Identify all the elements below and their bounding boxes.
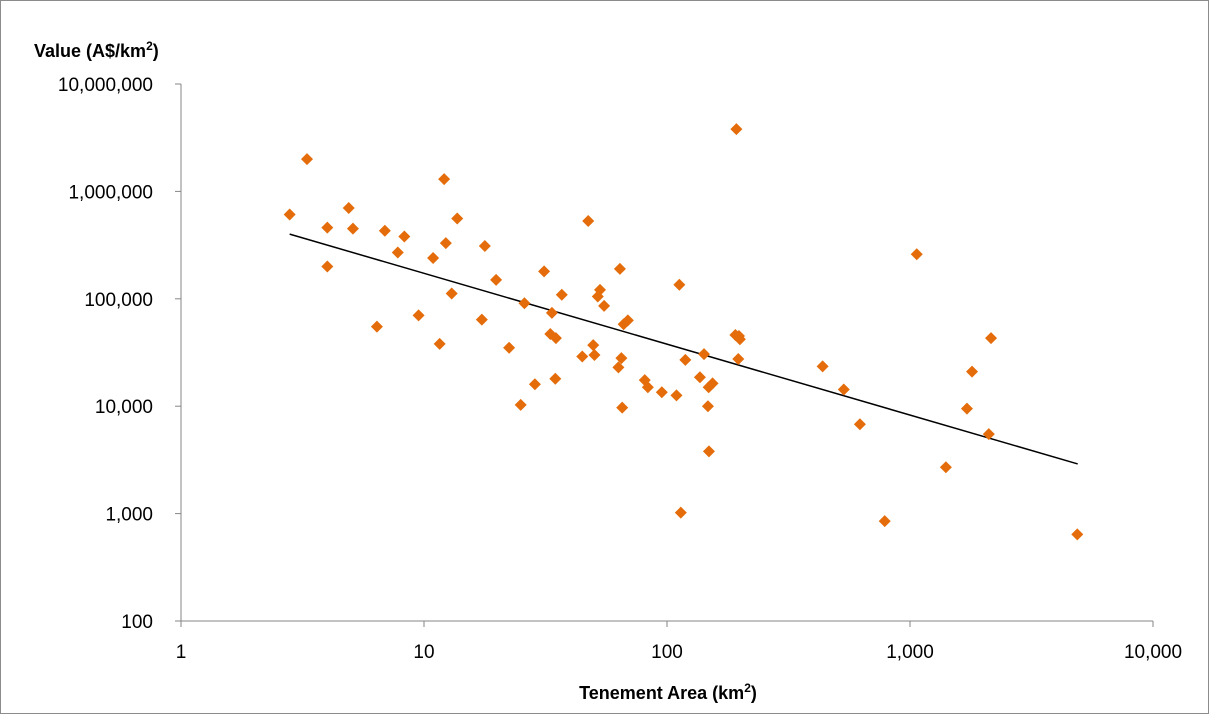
data-point: [732, 353, 745, 366]
data-point: [378, 224, 391, 237]
data-point: [538, 265, 551, 278]
x-tick-label: 1,000: [886, 642, 934, 663]
data-point: [816, 360, 829, 373]
data-point: [673, 278, 686, 291]
data-point: [391, 246, 404, 259]
y-axis-title: Value (A$/km2): [34, 39, 159, 61]
data-point: [837, 383, 850, 396]
x-tick-label: 10,000: [1124, 642, 1182, 663]
y-tick-label: 10,000: [95, 397, 153, 418]
data-point: [283, 208, 296, 221]
data-point: [670, 389, 683, 402]
data-point: [615, 352, 628, 365]
trendline-group: [289, 233, 1078, 465]
data-point: [342, 202, 355, 215]
data-point: [439, 237, 452, 250]
x-tick-label: 10: [413, 642, 434, 663]
y-tick-label: 1,000: [105, 505, 153, 526]
data-point: [910, 248, 923, 261]
data-point: [679, 353, 692, 366]
data-point: [549, 372, 562, 385]
data-point: [300, 153, 313, 166]
data-point: [853, 418, 866, 431]
data-point: [1071, 528, 1084, 541]
data-point: [733, 333, 746, 346]
data-point: [693, 371, 706, 384]
data-point: [503, 341, 516, 354]
data-point: [706, 377, 719, 390]
data-point: [321, 221, 334, 234]
data-point: [412, 309, 425, 322]
data-point: [475, 313, 488, 326]
data-point: [698, 348, 711, 361]
y-ticks: 100 1,000 10,000 100,000 1,000,000 10,000,000: [58, 75, 181, 633]
x-ticks: 1 10 100 1,000 10,000: [176, 621, 1182, 663]
data-point: [966, 365, 979, 378]
data-point: [451, 212, 464, 225]
data-point: [518, 297, 531, 310]
data-point: [587, 339, 600, 352]
data-point: [593, 283, 606, 296]
data-point: [674, 506, 687, 519]
data-point: [549, 332, 562, 345]
data-point: [641, 381, 654, 394]
data-point: [514, 398, 527, 411]
data-point: [701, 400, 714, 413]
data-point: [878, 515, 891, 528]
y-tick-label: 100,000: [84, 290, 153, 311]
data-point: [438, 173, 451, 186]
data-point: [321, 260, 334, 273]
data-point: [655, 386, 668, 399]
data-point: [612, 361, 625, 374]
y-tick-label: 10,000,000: [58, 75, 153, 96]
trendline: [289, 233, 1078, 465]
data-point: [370, 320, 383, 333]
axes: [180, 84, 1153, 622]
x-tick-label: 1: [176, 642, 187, 663]
data-point: [702, 445, 715, 458]
data-point: [576, 350, 589, 363]
y-tick-label: 100: [121, 612, 153, 633]
data-point: [939, 461, 952, 474]
data-point: [555, 288, 568, 301]
data-point: [433, 337, 446, 350]
data-points: [283, 123, 1084, 541]
data-point: [545, 306, 558, 319]
data-point: [730, 123, 743, 136]
data-point: [960, 402, 973, 415]
data-point: [598, 299, 611, 312]
x-axis-title: Tenement Area (km2): [579, 681, 757, 703]
data-point: [616, 401, 629, 414]
data-point: [528, 378, 541, 391]
y-tick-label: 1,000,000: [68, 182, 153, 203]
data-point: [621, 314, 634, 327]
data-point: [613, 262, 626, 275]
data-point: [398, 230, 411, 243]
data-point: [490, 273, 503, 286]
data-point: [582, 215, 595, 228]
x-tick-label: 100: [651, 642, 683, 663]
data-point: [478, 240, 491, 253]
data-point: [427, 251, 440, 264]
data-point: [985, 332, 998, 345]
data-point: [588, 348, 601, 361]
data-point: [445, 287, 458, 300]
data-point: [346, 222, 359, 235]
data-point: [982, 428, 995, 441]
